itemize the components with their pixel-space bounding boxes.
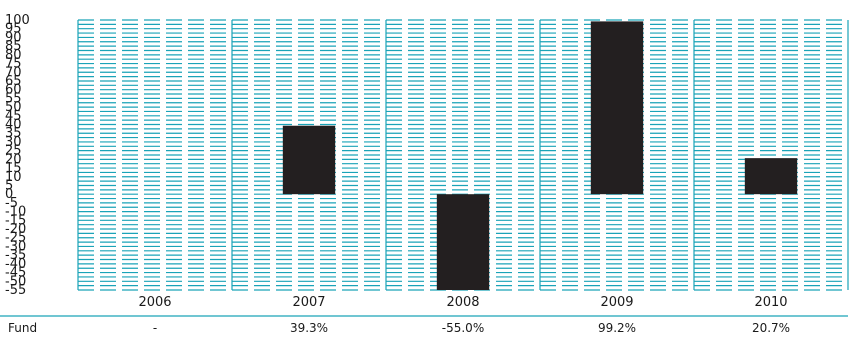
y-tick-label: 65 bbox=[5, 74, 22, 89]
x-tick-label: 2009 bbox=[600, 295, 633, 310]
bar-2008 bbox=[436, 194, 490, 290]
y-tick-label: 30 bbox=[5, 135, 22, 150]
y-tick-label: 50 bbox=[5, 100, 22, 115]
x-tick-label: 2007 bbox=[292, 295, 325, 310]
y-tick-label: -30 bbox=[5, 239, 26, 254]
y-tick-label: -50 bbox=[5, 274, 26, 289]
y-tick-label: -20 bbox=[5, 222, 26, 237]
y-tick-label: 40 bbox=[5, 118, 22, 133]
y-tick-label: 95 bbox=[5, 22, 22, 37]
bar-2007 bbox=[282, 125, 336, 195]
y-tick-label: -25 bbox=[5, 231, 26, 246]
x-tick-label: 2006 bbox=[138, 295, 171, 310]
y-tick-label: 10 bbox=[5, 170, 22, 185]
y-tick-label: 45 bbox=[5, 109, 22, 124]
y-tick-label: 60 bbox=[5, 83, 22, 98]
x-tick-label: 2008 bbox=[446, 295, 479, 310]
data-table: Fund - 39.3% -55.0% 99.2% 20.7% bbox=[0, 315, 848, 335]
y-tick-label: -55 bbox=[5, 283, 26, 298]
y-tick-label: 25 bbox=[5, 144, 22, 159]
table-cell-2007: 39.3% bbox=[290, 321, 328, 335]
table-row-label: Fund bbox=[8, 321, 37, 335]
y-axis: 1009590858075706560555045403530252015105… bbox=[5, 13, 30, 298]
y-tick-label: 5 bbox=[5, 178, 13, 193]
y-tick-label: -15 bbox=[5, 213, 26, 228]
y-tick-label: 0 bbox=[5, 187, 13, 202]
y-tick-label: -45 bbox=[5, 266, 26, 281]
bar-2009 bbox=[590, 21, 644, 195]
y-tick-label: 75 bbox=[5, 57, 22, 72]
y-tick-label: 90 bbox=[5, 30, 22, 45]
y-tick-label: 35 bbox=[5, 126, 22, 141]
bars bbox=[282, 21, 798, 290]
y-tick-label: 15 bbox=[5, 161, 22, 176]
x-tick-label: 2010 bbox=[754, 295, 787, 310]
y-tick-label: 100 bbox=[5, 13, 30, 28]
y-tick-label: 20 bbox=[5, 152, 22, 167]
table-cell-2008: -55.0% bbox=[442, 321, 484, 335]
table-cell-2009: 99.2% bbox=[598, 321, 636, 335]
y-tick-label: 55 bbox=[5, 91, 22, 106]
y-tick-label: -35 bbox=[5, 248, 26, 263]
table-cell-2010: 20.7% bbox=[752, 321, 790, 335]
y-tick-label: -5 bbox=[5, 196, 18, 211]
y-tick-label: -10 bbox=[5, 205, 26, 220]
y-tick-label: -40 bbox=[5, 257, 26, 272]
x-axis: 2006 2007 2008 2009 2010 bbox=[138, 295, 787, 310]
bar-2010 bbox=[744, 158, 798, 195]
y-tick-label: 85 bbox=[5, 39, 22, 54]
y-tick-label: 80 bbox=[5, 48, 22, 63]
table-cell-2006: - bbox=[153, 321, 157, 335]
y-tick-label: 70 bbox=[5, 65, 22, 80]
